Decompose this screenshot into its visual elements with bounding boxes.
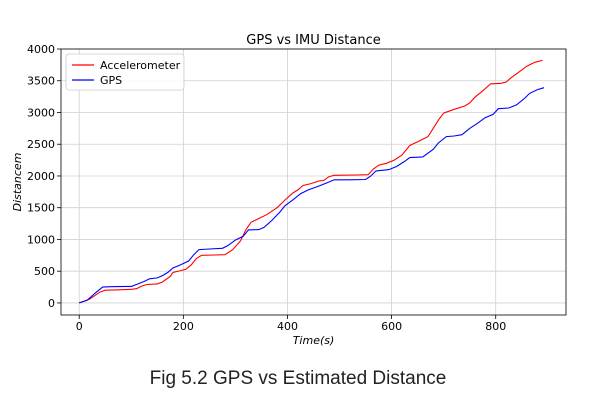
y-tick-label: 2000	[27, 170, 55, 183]
x-tick-label: 200	[173, 320, 194, 333]
x-axis-label: Time(s)	[293, 334, 335, 347]
y-tick-label: 3000	[27, 106, 55, 119]
y-axis: 0 500 1000 1500 2000 2500 3000 3500 4000	[27, 43, 61, 310]
y-tick-label: 3500	[27, 75, 55, 88]
legend-label: GPS	[100, 74, 122, 87]
x-tick-label: 800	[485, 320, 506, 333]
series-line-accelerometer	[79, 59, 543, 304]
y-tick-label: 4000	[27, 43, 55, 56]
legend-label: Accelerometer	[100, 59, 181, 72]
legend-box	[65, 53, 185, 91]
y-tick-label: 500	[34, 265, 55, 278]
chart-title: GPS vs IMU Distance	[246, 33, 380, 48]
series-line-gps	[79, 87, 545, 304]
x-tick-label: 600	[381, 320, 402, 333]
x-tick-label: 0	[76, 320, 83, 333]
plot-frame	[60, 48, 567, 316]
y-tick-label: 2500	[27, 138, 55, 151]
y-tick-label: 1500	[27, 202, 55, 215]
x-tick-label: 400	[277, 320, 298, 333]
line-chart: 0 200 400 600 800 0 500 1000 1500 2000 2500 3000 35…	[11, 33, 567, 347]
legend: Accelerometer GPS	[65, 53, 185, 91]
y-tick-label: 1000	[27, 233, 55, 246]
x-axis: 0 200 400 600 800	[76, 315, 506, 333]
y-axis-label: Distancem	[11, 153, 24, 212]
figure-caption: Fig 5.2 GPS vs Estimated Distance	[149, 368, 447, 389]
y-tick-label: 0	[48, 297, 55, 310]
plot-lines	[79, 59, 545, 304]
